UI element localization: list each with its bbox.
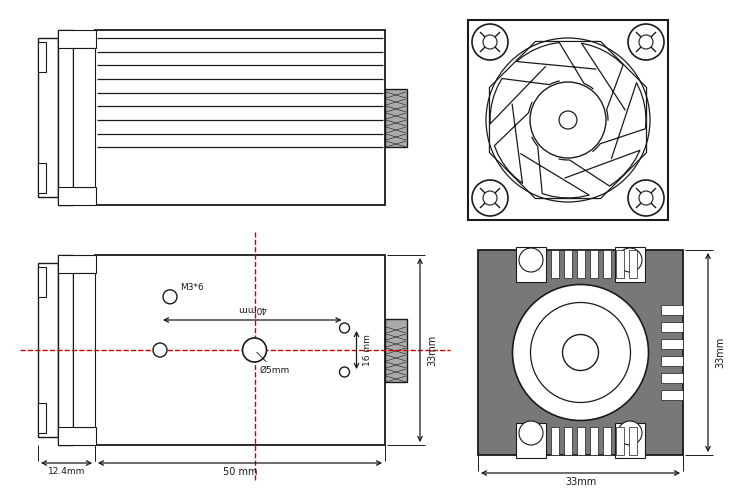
- Bar: [616, 427, 624, 455]
- Bar: [73, 48, 95, 187]
- Bar: [615, 247, 645, 282]
- Bar: [58, 255, 73, 445]
- Circle shape: [340, 367, 350, 377]
- Bar: [629, 427, 637, 455]
- Circle shape: [530, 82, 606, 158]
- Bar: [478, 250, 683, 455]
- Bar: [58, 427, 96, 445]
- Bar: [590, 250, 598, 278]
- Bar: [661, 305, 683, 315]
- Bar: [577, 250, 585, 278]
- Bar: [58, 187, 96, 205]
- Bar: [516, 423, 546, 458]
- Circle shape: [618, 248, 642, 272]
- Bar: [516, 247, 546, 282]
- Circle shape: [512, 284, 649, 420]
- Bar: [38, 42, 46, 72]
- Circle shape: [340, 323, 350, 333]
- Circle shape: [618, 421, 642, 445]
- Bar: [661, 356, 683, 366]
- Bar: [661, 339, 683, 349]
- Bar: [38, 267, 46, 297]
- Bar: [58, 255, 96, 273]
- Bar: [615, 423, 645, 458]
- Bar: [516, 423, 546, 458]
- Bar: [95, 255, 385, 445]
- Bar: [577, 427, 585, 455]
- Bar: [38, 263, 58, 437]
- Bar: [38, 38, 58, 197]
- Bar: [551, 427, 559, 455]
- Circle shape: [153, 343, 167, 357]
- Circle shape: [562, 334, 598, 370]
- Circle shape: [639, 35, 653, 49]
- Text: 16 mm: 16 mm: [362, 334, 371, 366]
- Bar: [468, 20, 668, 220]
- Bar: [38, 403, 46, 433]
- Circle shape: [519, 248, 543, 272]
- Bar: [95, 30, 385, 205]
- Text: 40mm: 40mm: [238, 304, 267, 313]
- Bar: [661, 390, 683, 400]
- Bar: [58, 30, 96, 48]
- Circle shape: [483, 191, 497, 205]
- Circle shape: [472, 24, 508, 60]
- Bar: [551, 250, 559, 278]
- Circle shape: [628, 24, 664, 60]
- Circle shape: [628, 180, 664, 216]
- Bar: [58, 30, 73, 205]
- Bar: [385, 319, 407, 382]
- Text: 33mm: 33mm: [565, 477, 596, 487]
- Bar: [661, 373, 683, 383]
- Bar: [564, 427, 572, 455]
- Text: 33mm: 33mm: [427, 334, 437, 366]
- Bar: [73, 273, 95, 427]
- Bar: [385, 89, 407, 147]
- Circle shape: [472, 180, 508, 216]
- Bar: [615, 423, 645, 458]
- Circle shape: [639, 191, 653, 205]
- Text: 50 mm: 50 mm: [223, 467, 257, 477]
- Text: 33mm: 33mm: [715, 337, 725, 368]
- Bar: [564, 250, 572, 278]
- Circle shape: [483, 35, 497, 49]
- Bar: [615, 247, 645, 282]
- Circle shape: [163, 290, 177, 304]
- Circle shape: [530, 302, 631, 402]
- Text: M3*6: M3*6: [180, 283, 204, 292]
- Bar: [603, 250, 611, 278]
- Bar: [629, 250, 637, 278]
- Bar: [603, 427, 611, 455]
- Circle shape: [559, 111, 577, 129]
- Text: Ø5mm: Ø5mm: [260, 366, 290, 375]
- Bar: [616, 250, 624, 278]
- Bar: [516, 247, 546, 282]
- Ellipse shape: [150, 386, 160, 402]
- Circle shape: [242, 338, 266, 362]
- Bar: [38, 163, 46, 193]
- Bar: [590, 427, 598, 455]
- Text: 12.4mm: 12.4mm: [48, 467, 86, 476]
- Bar: [661, 322, 683, 332]
- Circle shape: [519, 421, 543, 445]
